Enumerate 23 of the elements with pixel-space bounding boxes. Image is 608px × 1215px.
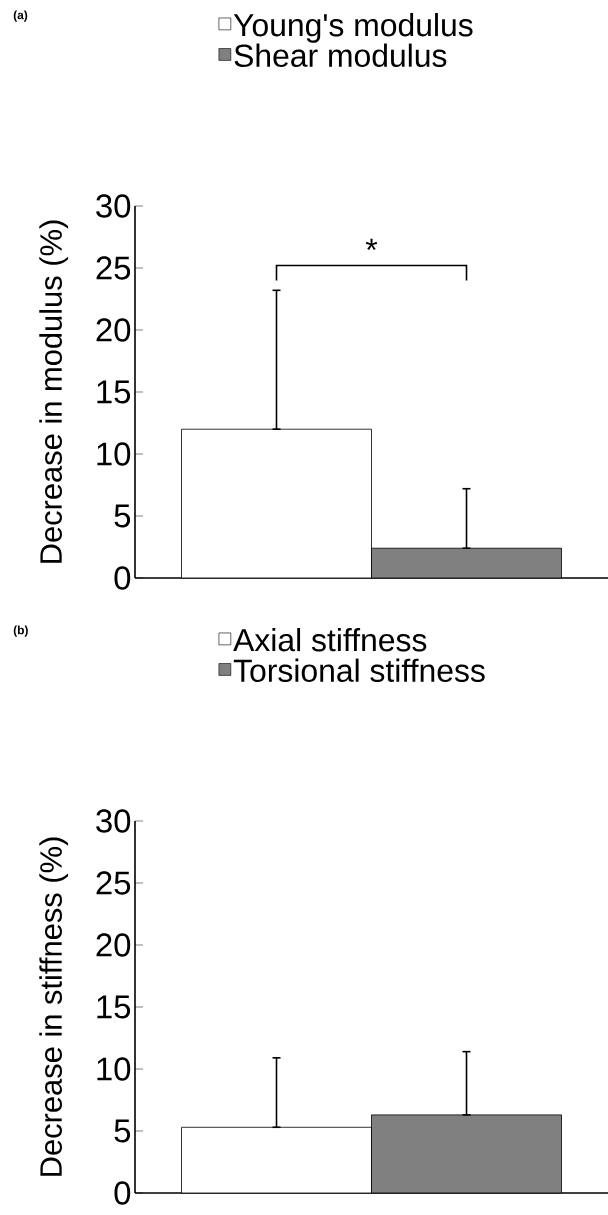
y-tick-label: 25 — [96, 871, 131, 895]
text: (b) — [13, 625, 28, 637]
y-tick-label: 10 — [97, 442, 131, 466]
legend-label: Torsional stiffness — [233, 658, 485, 683]
y-tick-label: 15 — [97, 995, 131, 1019]
y-axis-title: Decrease in modulus (%) — [39, 220, 69, 563]
y-tick-label: 30 — [96, 194, 131, 218]
y-tick-label: 5 — [114, 1119, 131, 1143]
y-tick-label: 20 — [96, 318, 131, 342]
y-tick-label: 0 — [114, 566, 131, 590]
legend-label: Young's modulus — [233, 13, 473, 43]
y-tick-label: 10 — [97, 1057, 131, 1081]
y-tick-label: 20 — [96, 933, 131, 957]
y-tick-label: 15 — [97, 380, 131, 404]
annotation: * — [365, 238, 378, 251]
y-tick-label: 0 — [114, 1181, 131, 1205]
y-tick-label: 30 — [96, 809, 131, 833]
text: (a) — [13, 10, 28, 22]
y-tick-label: 5 — [114, 504, 131, 528]
legend-label: Shear modulus — [234, 43, 447, 68]
y-tick-label: 25 — [96, 256, 131, 280]
legend-label: Axial stiffness — [233, 628, 427, 652]
y-axis-title: Decrease in stiffness (%) — [39, 837, 69, 1176]
